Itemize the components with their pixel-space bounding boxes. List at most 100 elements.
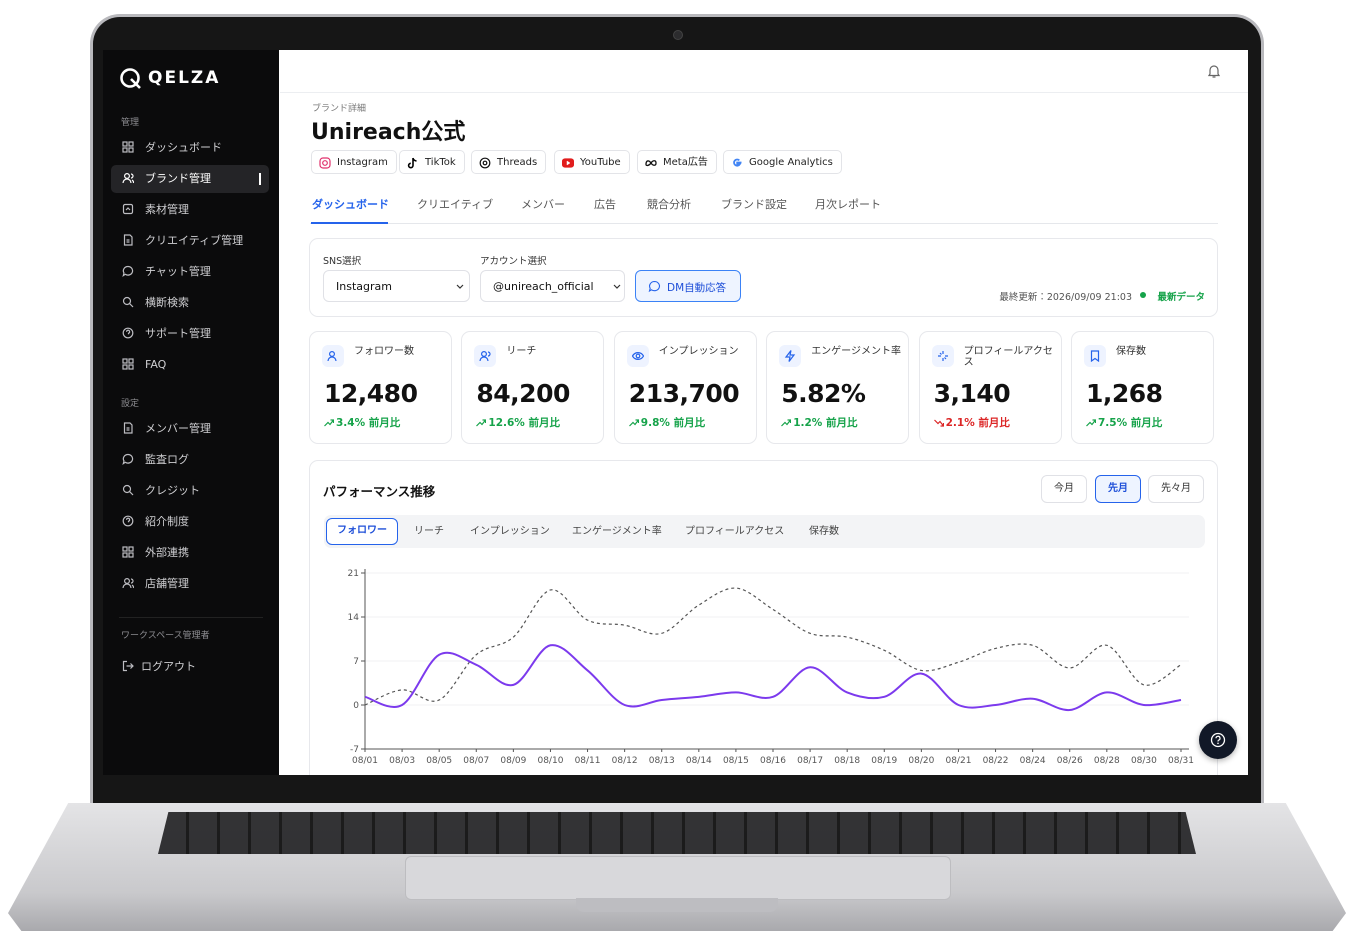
x-tick-label: 08/03 <box>389 756 415 766</box>
dm-button[interactable]: DM自動応答 <box>635 270 741 302</box>
nav-item[interactable]: ログアウト <box>111 653 269 681</box>
nav-item[interactable]: 店舗管理 <box>111 570 269 598</box>
tab[interactable]: 月次レポート <box>815 198 881 211</box>
trend-arrow-path <box>324 419 335 427</box>
trend-arrow-path <box>1086 419 1097 427</box>
icon-part <box>479 157 491 169</box>
period-button[interactable]: 今月 <box>1041 475 1087 503</box>
metric-tab[interactable]: プロフィールアクセス <box>685 526 785 537</box>
icon-part <box>645 160 657 167</box>
nav-label: クリエイティブ管理 <box>145 234 244 247</box>
section-title: 設定 <box>121 399 140 409</box>
metric-tab[interactable]: リーチ <box>414 526 444 537</box>
icon <box>123 234 133 246</box>
nav-item[interactable]: FAQ <box>111 351 269 379</box>
icon-part <box>481 350 488 358</box>
metric-card: リーチ 84,200 12.6% 前月比 <box>461 331 605 444</box>
chart-title: パフォーマンス推移 <box>323 484 436 499</box>
icon <box>122 327 134 339</box>
platform-label: Google Analytics <box>749 157 833 168</box>
nav-item[interactable]: チャット管理 <box>111 258 269 286</box>
platform-chip[interactable]: Google Analytics <box>723 150 842 174</box>
platform-chip[interactable]: Threads <box>471 150 547 174</box>
platform-chip[interactable]: Instagram <box>311 150 397 174</box>
metric-icon-bg <box>931 345 954 367</box>
nav-item[interactable]: クレジット <box>111 477 269 505</box>
icon-part <box>128 147 134 153</box>
nav-item[interactable]: ダッシュボード <box>111 134 269 162</box>
icon-part <box>122 173 134 184</box>
platform-chip[interactable]: YouTube <box>554 150 630 174</box>
icon-part <box>122 358 128 364</box>
x-tick-label: 08/05 <box>426 756 452 766</box>
account-value: @unireach_official <box>493 280 594 293</box>
platform-label: Instagram <box>337 157 388 168</box>
x-tick-label: 08/09 <box>500 756 526 766</box>
bell-icon[interactable] <box>1206 63 1222 79</box>
camera <box>673 30 683 40</box>
chevron <box>613 284 621 289</box>
nav-item[interactable]: 紹介制度 <box>111 508 269 536</box>
help-button[interactable] <box>1199 721 1237 759</box>
tab[interactable]: ダッシュボード <box>312 198 389 211</box>
nav-item[interactable]: ブランド管理 <box>111 165 269 193</box>
x-tick-label: 08/24 <box>1020 756 1046 766</box>
sns-value: Instagram <box>336 280 392 293</box>
sns-select[interactable]: Instagram <box>323 270 470 302</box>
metric-change-value: 12.6% <box>488 417 525 429</box>
tab[interactable]: メンバー <box>521 198 565 211</box>
icon-part <box>126 517 131 523</box>
tab[interactable]: 広告 <box>594 198 616 211</box>
nav-item[interactable]: メンバー管理 <box>111 415 269 443</box>
period-button[interactable]: 先月 <box>1095 475 1141 503</box>
icon-part <box>128 358 134 364</box>
last-updated: 最終更新：2026/09/09 21:03 <box>999 292 1132 303</box>
icon <box>122 577 134 589</box>
lid-notch <box>576 898 778 912</box>
platform-label: TikTok <box>425 157 456 168</box>
icon <box>122 660 134 672</box>
icon-part <box>123 422 133 434</box>
metric-tab[interactable]: インプレッション <box>470 526 550 537</box>
icon-part <box>122 147 128 153</box>
metric-tab[interactable]: エンゲージメント率 <box>572 526 662 537</box>
tab[interactable]: ブランド設定 <box>721 198 787 211</box>
tab[interactable]: 競合分析 <box>647 198 691 211</box>
metric-icon-bg <box>322 345 344 367</box>
metric-tab[interactable]: フォロワー <box>326 518 398 545</box>
period-button[interactable]: 先々月 <box>1148 475 1204 503</box>
icon-part <box>123 172 131 180</box>
metric-value: 12,480 <box>324 379 418 408</box>
nav-item[interactable]: クリエイティブ管理 <box>111 227 269 255</box>
tab-underline <box>311 222 388 224</box>
nav-item[interactable]: 外部連携 <box>111 539 269 567</box>
metric-card: プロフィールアクセス 3,140 2.1% 前月比 <box>918 331 1062 444</box>
x-tick-label: 08/18 <box>834 756 860 766</box>
metric-tab[interactable]: 保存数 <box>809 526 839 537</box>
nav-label: チャット管理 <box>145 265 211 278</box>
nav-item[interactable]: 素材管理 <box>111 196 269 224</box>
y-tick-label: 14 <box>348 613 360 623</box>
platform-chip[interactable]: Meta広告 <box>637 150 717 174</box>
icon-part <box>635 353 641 359</box>
metric-change: 1.2% 前月比 <box>781 415 857 430</box>
nav-item[interactable]: 監査ログ <box>111 446 269 474</box>
platform-label: YouTube <box>580 157 621 168</box>
x-tick-label: 08/16 <box>760 756 786 766</box>
x-tick-label: 08/21 <box>945 756 971 766</box>
icon <box>122 265 134 277</box>
metric-icon-bg <box>626 345 649 367</box>
icon <box>733 158 742 167</box>
nav-item[interactable]: 横断検索 <box>111 289 269 317</box>
trend-arrow-path <box>781 419 792 427</box>
metric-card: インプレッション 213,700 9.8% 前月比 <box>613 331 757 444</box>
account-select[interactable]: @unireach_official <box>480 270 625 302</box>
platform-chip[interactable]: TikTok <box>399 150 465 174</box>
nav-label: FAQ <box>145 358 167 371</box>
page-title: Unireach公式 <box>311 120 466 145</box>
nav-label: 外部連携 <box>145 546 189 559</box>
icon <box>122 141 134 153</box>
tab[interactable]: クリエイティブ <box>417 198 494 211</box>
nav-item[interactable]: サポート管理 <box>111 320 269 348</box>
